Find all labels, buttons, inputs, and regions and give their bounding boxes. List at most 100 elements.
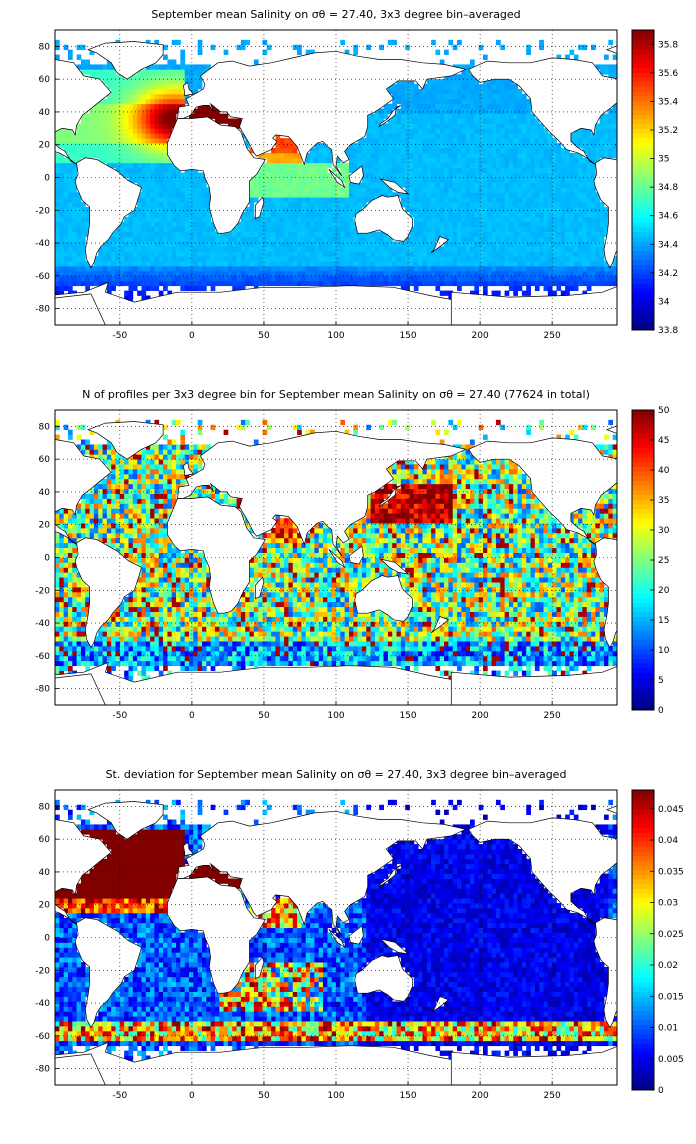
heatmap-cell	[250, 246, 255, 251]
heatmap-cell	[336, 197, 341, 202]
heatmap-cell	[483, 256, 488, 261]
heatmap-cell	[64, 232, 69, 237]
heatmap-cell	[245, 251, 250, 256]
heatmap-cell	[531, 266, 536, 271]
heatmap-cell	[94, 499, 99, 504]
heatmap-cell	[68, 602, 73, 607]
heatmap-cell	[64, 197, 69, 202]
heatmap-cell	[414, 138, 419, 143]
heatmap-cell	[128, 553, 133, 558]
heatmap-cell	[116, 479, 121, 484]
heatmap-cell	[327, 187, 332, 192]
heatmap-cell	[301, 197, 306, 202]
heatmap-cell	[483, 168, 488, 173]
heatmap-cell	[77, 631, 82, 636]
heatmap-cell	[531, 246, 536, 251]
heatmap-cell	[336, 202, 341, 207]
heatmap-cell	[211, 286, 216, 291]
heatmap-cell	[189, 286, 194, 291]
heatmap-cell	[440, 266, 445, 271]
heatmap-cell	[496, 241, 501, 246]
heatmap-cell	[461, 94, 466, 99]
heatmap-cell	[435, 104, 440, 109]
heatmap-cell	[254, 281, 259, 286]
heatmap-cell	[288, 256, 293, 261]
heatmap-cell	[94, 276, 99, 281]
heatmap-cell	[505, 276, 510, 281]
heatmap-cell	[94, 133, 99, 138]
heatmap-cell	[137, 256, 142, 261]
heatmap-cell	[414, 119, 419, 124]
heatmap-cell	[185, 187, 190, 192]
heatmap-cell	[444, 89, 449, 94]
heatmap-cell	[591, 241, 596, 246]
heatmap-cell	[263, 241, 268, 246]
heatmap-cell	[189, 227, 194, 232]
heatmap-cell	[271, 207, 276, 212]
heatmap-cell	[154, 286, 159, 291]
heatmap-cell	[159, 153, 164, 158]
heatmap-cell	[206, 241, 211, 246]
heatmap-cell	[154, 114, 159, 119]
heatmap-cell	[133, 656, 138, 661]
heatmap-cell	[59, 207, 64, 212]
heatmap-cell	[154, 99, 159, 104]
heatmap-cell	[518, 237, 523, 242]
heatmap-cell	[340, 241, 345, 246]
heatmap-cell	[332, 237, 337, 242]
heatmap-cell	[219, 271, 224, 276]
heatmap-cell	[146, 74, 151, 79]
heatmap-cell	[107, 79, 112, 84]
heatmap-cell	[574, 212, 579, 217]
heatmap-cell	[531, 227, 536, 232]
heatmap-cell	[267, 276, 272, 281]
heatmap-cell	[206, 109, 211, 114]
heatmap-cell	[59, 577, 64, 582]
heatmap-cell	[107, 138, 112, 143]
heatmap-cell	[59, 538, 64, 543]
heatmap-cell	[124, 232, 129, 237]
heatmap-cell	[193, 227, 198, 232]
heatmap-cell	[319, 251, 324, 256]
heatmap-cell	[314, 197, 319, 202]
heatmap-cell	[466, 143, 471, 148]
heatmap-cell	[556, 261, 561, 266]
heatmap-cell	[288, 202, 293, 207]
heatmap-cell	[440, 123, 445, 128]
heatmap-cell	[59, 266, 64, 271]
heatmap-cell	[215, 276, 220, 281]
heatmap-cell	[561, 168, 566, 173]
colorbar-swatch	[632, 157, 654, 162]
heatmap-cell	[505, 291, 510, 296]
heatmap-cell	[505, 153, 510, 158]
heatmap-cell	[163, 261, 168, 266]
heatmap-cell	[64, 256, 69, 261]
heatmap-cell	[513, 281, 518, 286]
heatmap-cell	[323, 217, 328, 222]
heatmap-cell	[128, 158, 133, 163]
heatmap-cell	[440, 192, 445, 197]
heatmap-cell	[150, 207, 155, 212]
heatmap-cell	[582, 227, 587, 232]
heatmap-cell	[531, 281, 536, 286]
heatmap-cell	[124, 153, 129, 158]
heatmap-cell	[319, 222, 324, 227]
heatmap-cell	[362, 266, 367, 271]
heatmap-cell	[68, 50, 73, 55]
heatmap-cell	[561, 153, 566, 158]
heatmap-cell	[362, 237, 367, 242]
heatmap-cell	[81, 133, 86, 138]
heatmap-cell	[366, 276, 371, 281]
heatmap-cell	[267, 261, 272, 266]
heatmap-cell	[457, 276, 462, 281]
heatmap-cell	[176, 178, 181, 183]
heatmap-cell	[604, 128, 609, 133]
heatmap-cell	[414, 187, 419, 192]
heatmap-cell	[552, 197, 557, 202]
heatmap-cell	[128, 607, 133, 612]
heatmap-cell	[345, 237, 350, 242]
heatmap-cell	[479, 128, 484, 133]
heatmap-cell	[569, 153, 574, 158]
heatmap-cell	[509, 173, 514, 178]
heatmap-cell	[496, 237, 501, 242]
